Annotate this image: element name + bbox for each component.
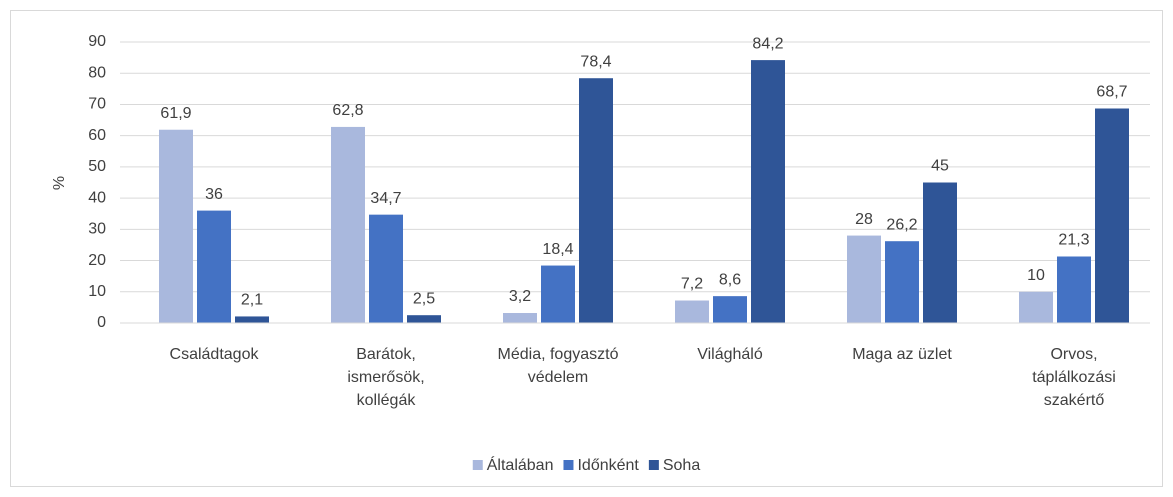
- bar: [847, 235, 881, 323]
- value-label: 2,1: [241, 292, 263, 309]
- x-tick-label: Média, fogyasztó védelem: [498, 346, 619, 386]
- x-tick-label: Maga az üzlet: [852, 346, 952, 363]
- value-label: 10: [1027, 267, 1045, 284]
- value-label: 68,7: [1096, 84, 1127, 101]
- bar: [713, 296, 747, 323]
- value-label: 36: [205, 186, 223, 203]
- value-label: 7,2: [681, 276, 703, 293]
- value-label: 61,9: [160, 105, 191, 122]
- bar: [579, 78, 613, 324]
- bar: [1057, 256, 1091, 323]
- bar: [885, 241, 919, 323]
- legend-swatch: [472, 460, 483, 470]
- y-tick-label: 70: [88, 96, 106, 113]
- y-tick-label: 80: [88, 64, 106, 81]
- y-tick-label: 0: [97, 314, 106, 331]
- value-label: 21,3: [1058, 232, 1089, 249]
- value-label: 18,4: [542, 241, 573, 258]
- bar: [407, 315, 441, 323]
- bar: [751, 60, 785, 324]
- y-tick-label: 30: [88, 221, 106, 238]
- y-tick-label: 90: [88, 33, 106, 50]
- value-label: 34,7: [370, 190, 401, 207]
- y-tick-label: 50: [88, 158, 106, 175]
- y-tick-label: 40: [88, 189, 106, 206]
- legend-swatch: [563, 460, 574, 470]
- y-tick-label: 20: [88, 252, 106, 269]
- legend-label: Általában: [487, 455, 554, 474]
- y-tick-label: 60: [88, 127, 106, 144]
- bar: [235, 316, 269, 323]
- value-label: 28: [855, 211, 873, 228]
- bar: [197, 210, 231, 323]
- value-label: 3,2: [509, 288, 531, 305]
- bar: [159, 129, 193, 323]
- legend-swatch: [648, 460, 659, 470]
- y-tick-label: 10: [88, 283, 106, 300]
- x-tick-label: Családtagok: [170, 346, 260, 363]
- value-label: 2,5: [413, 290, 435, 307]
- bar: [1095, 108, 1129, 324]
- value-label: 26,2: [886, 216, 917, 233]
- value-label: 62,8: [332, 102, 363, 119]
- legend-label: Soha: [663, 457, 700, 474]
- bar: [541, 265, 575, 323]
- value-label: 84,2: [752, 35, 783, 52]
- x-tick-label: Világháló: [697, 346, 763, 363]
- value-label: 8,6: [719, 271, 741, 288]
- legend-label: Időnként: [577, 457, 639, 474]
- bar: [369, 214, 403, 323]
- bar: [675, 300, 709, 323]
- y-axis-label: %: [51, 176, 68, 190]
- value-label: 45: [931, 158, 949, 175]
- bar: [503, 313, 537, 323]
- x-tick-label: Barátok, ismerősök, kollégák: [347, 346, 424, 409]
- bar: [1019, 291, 1053, 323]
- bar: [331, 126, 365, 324]
- value-label: 78,4: [580, 53, 611, 70]
- x-tick-label: Orvos, táplálkozási szakértő: [1032, 346, 1116, 409]
- bar: [923, 182, 957, 323]
